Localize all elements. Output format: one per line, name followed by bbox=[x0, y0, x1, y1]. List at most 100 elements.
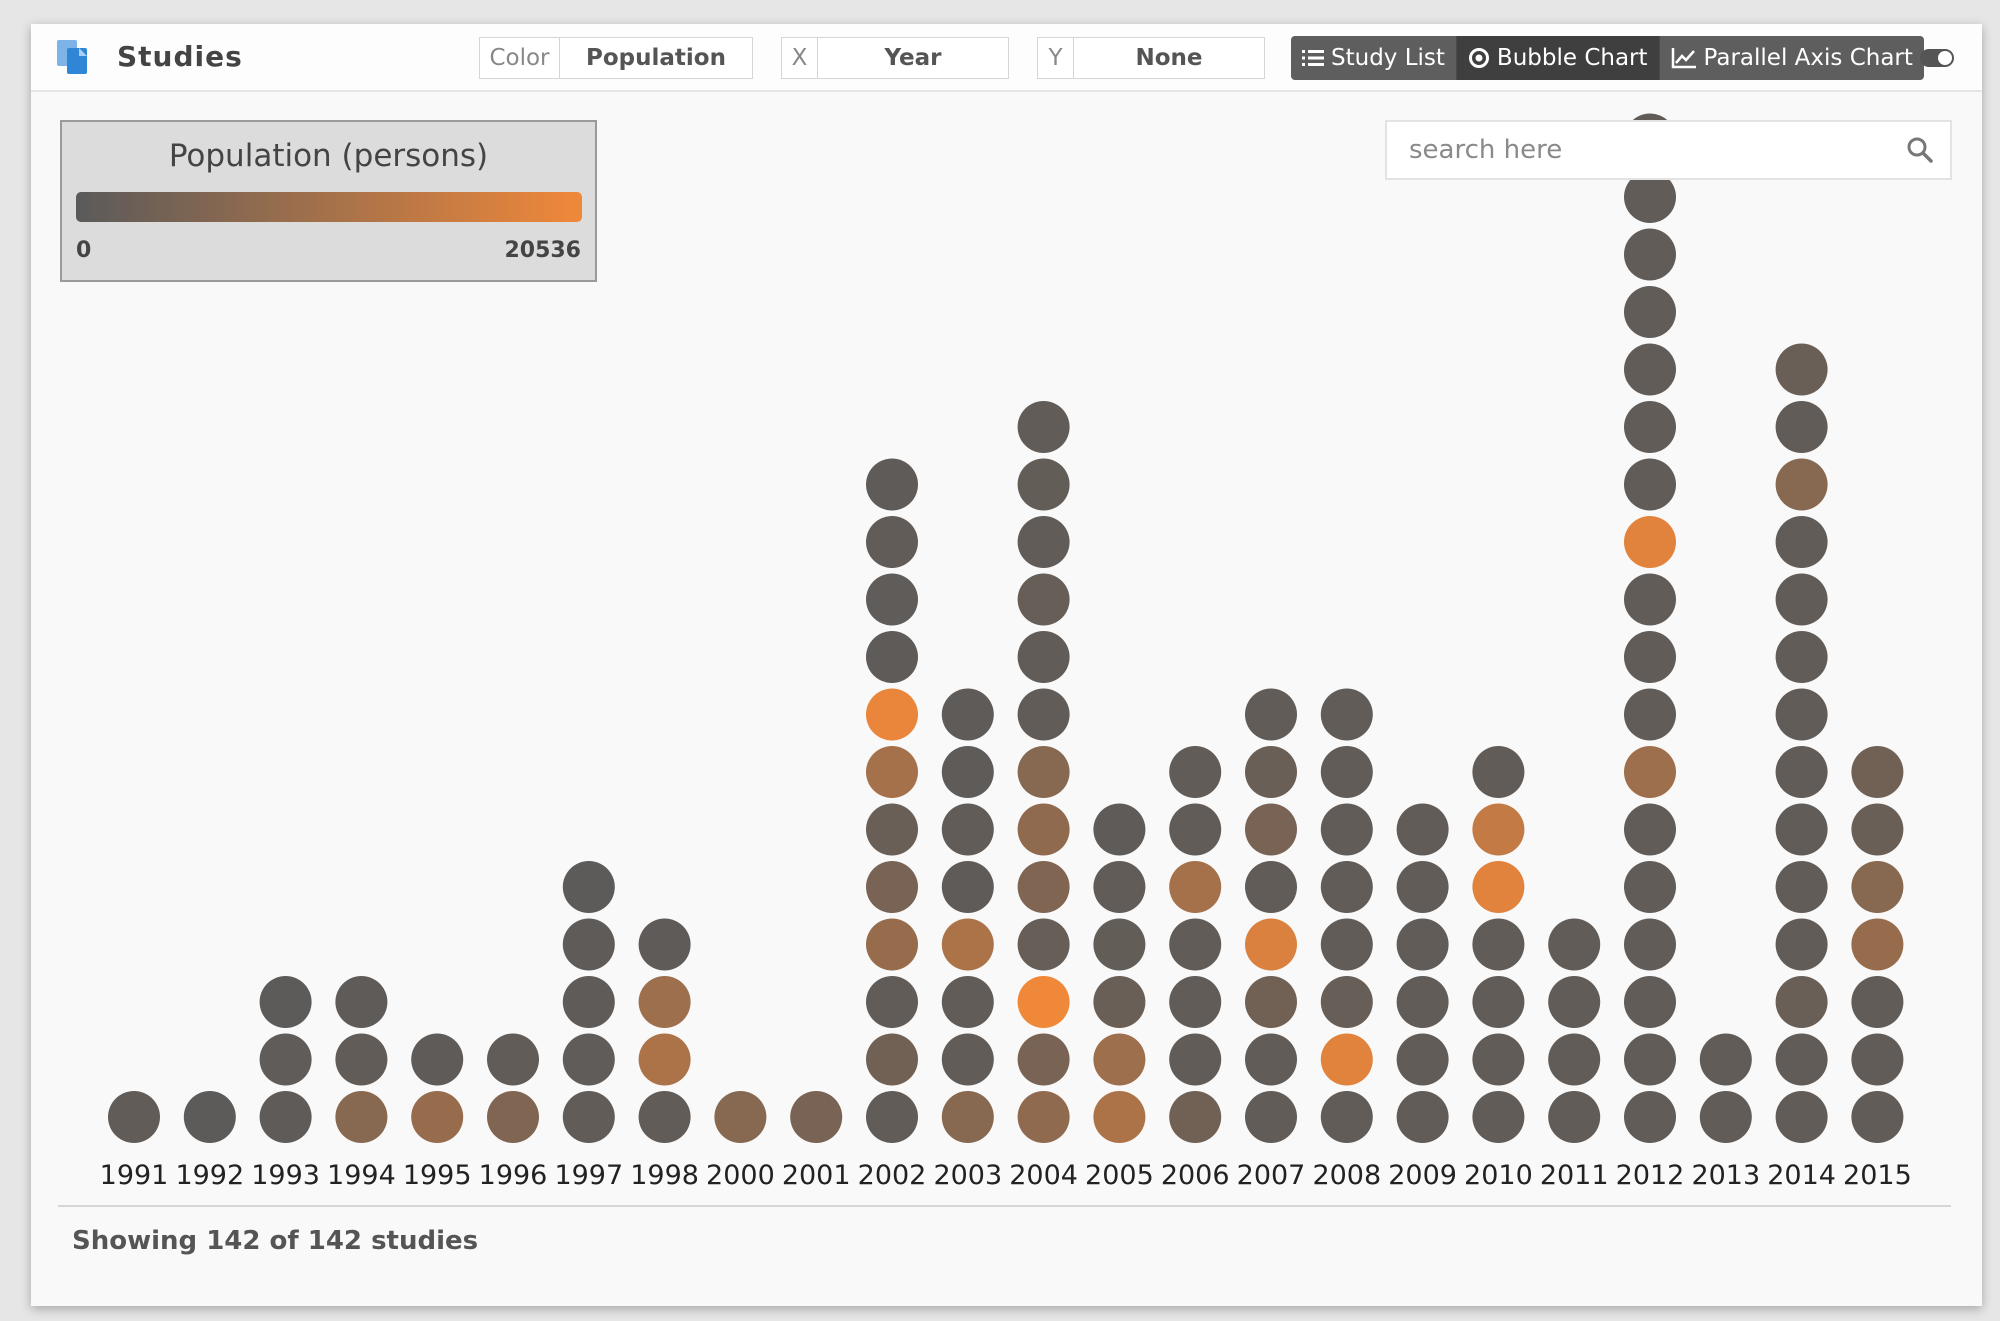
study-bubble[interactable] bbox=[1775, 343, 1828, 396]
study-bubble[interactable] bbox=[866, 1091, 918, 1143]
study-bubble[interactable] bbox=[1624, 918, 1676, 971]
study-bubble[interactable] bbox=[1245, 976, 1297, 1028]
study-bubble[interactable] bbox=[866, 976, 918, 1028]
study-bubble[interactable] bbox=[1472, 746, 1525, 798]
study-bubble[interactable] bbox=[1093, 861, 1146, 913]
study-bubble[interactable] bbox=[1624, 1033, 1676, 1086]
study-bubble[interactable] bbox=[866, 1033, 918, 1086]
study-bubble[interactable] bbox=[790, 1091, 843, 1143]
study-bubble[interactable] bbox=[1548, 976, 1601, 1028]
study-bubble[interactable] bbox=[1245, 1091, 1297, 1143]
study-bubble[interactable] bbox=[1169, 746, 1222, 798]
study-bubble[interactable] bbox=[1396, 918, 1449, 971]
study-bubble[interactable] bbox=[1624, 343, 1676, 396]
study-bubble[interactable] bbox=[1775, 516, 1828, 568]
study-bubble[interactable] bbox=[335, 1033, 388, 1086]
study-bubble[interactable] bbox=[487, 1091, 539, 1143]
study-bubble[interactable] bbox=[259, 976, 312, 1028]
study-bubble[interactable] bbox=[1624, 1091, 1676, 1143]
study-bubble[interactable] bbox=[1775, 1033, 1828, 1086]
study-bubble[interactable] bbox=[1169, 918, 1222, 971]
study-bubble[interactable] bbox=[1245, 688, 1297, 741]
study-bubble[interactable] bbox=[1624, 458, 1676, 511]
study-bubble[interactable] bbox=[1624, 228, 1676, 281]
color-selector[interactable]: Color Population bbox=[479, 37, 753, 79]
study-bubble[interactable] bbox=[1624, 516, 1676, 568]
study-bubble[interactable] bbox=[1245, 746, 1297, 798]
study-bubble[interactable] bbox=[1624, 688, 1676, 741]
study-bubble[interactable] bbox=[1624, 171, 1676, 223]
study-bubble[interactable] bbox=[1017, 688, 1070, 741]
study-bubble[interactable] bbox=[1624, 631, 1676, 683]
study-bubble[interactable] bbox=[1169, 803, 1222, 856]
study-bubble[interactable] bbox=[1472, 1091, 1525, 1143]
study-bubble[interactable] bbox=[866, 516, 918, 568]
study-bubble[interactable] bbox=[1396, 1033, 1449, 1086]
study-bubble[interactable] bbox=[866, 458, 918, 511]
study-bubble[interactable] bbox=[1851, 976, 1904, 1028]
study-bubble[interactable] bbox=[1548, 1033, 1601, 1086]
study-bubble[interactable] bbox=[1851, 1091, 1904, 1143]
study-bubble[interactable] bbox=[866, 688, 918, 741]
study-bubble[interactable] bbox=[1169, 861, 1222, 913]
study-bubble[interactable] bbox=[1320, 803, 1373, 856]
study-bubble[interactable] bbox=[335, 976, 388, 1028]
y-axis-selector[interactable]: Y None bbox=[1037, 37, 1265, 79]
study-bubble[interactable] bbox=[562, 1091, 615, 1143]
study-bubble[interactable] bbox=[866, 861, 918, 913]
study-bubble[interactable] bbox=[562, 861, 615, 913]
study-bubble[interactable] bbox=[1851, 861, 1904, 913]
study-bubble[interactable] bbox=[941, 861, 994, 913]
search-icon[interactable] bbox=[1906, 136, 1934, 164]
study-bubble[interactable] bbox=[1851, 803, 1904, 856]
study-bubble[interactable] bbox=[941, 688, 994, 741]
study-bubble[interactable] bbox=[1017, 573, 1070, 626]
study-bubble[interactable] bbox=[1775, 1091, 1828, 1143]
x-axis-selector[interactable]: X Year bbox=[781, 37, 1009, 79]
study-bubble[interactable] bbox=[638, 918, 691, 971]
study-bubble[interactable] bbox=[866, 803, 918, 856]
study-bubble[interactable] bbox=[1017, 1091, 1070, 1143]
study-list-button[interactable]: Study List bbox=[1291, 36, 1457, 80]
study-bubble[interactable] bbox=[1093, 1091, 1146, 1143]
study-bubble[interactable] bbox=[1017, 458, 1070, 511]
study-bubble[interactable] bbox=[1624, 573, 1676, 626]
study-bubble[interactable] bbox=[1093, 918, 1146, 971]
study-bubble[interactable] bbox=[1320, 746, 1373, 798]
study-bubble[interactable] bbox=[487, 1033, 539, 1086]
study-bubble[interactable] bbox=[1093, 976, 1146, 1028]
study-bubble[interactable] bbox=[1320, 861, 1373, 913]
study-bubble[interactable] bbox=[1548, 918, 1601, 971]
study-bubble[interactable] bbox=[183, 1091, 236, 1143]
study-bubble[interactable] bbox=[1775, 458, 1828, 511]
study-bubble[interactable] bbox=[941, 918, 994, 971]
study-bubble[interactable] bbox=[1775, 401, 1828, 453]
study-bubble[interactable] bbox=[1017, 401, 1070, 453]
study-bubble[interactable] bbox=[1320, 976, 1373, 1028]
study-bubble[interactable] bbox=[335, 1091, 388, 1143]
study-bubble[interactable] bbox=[1775, 688, 1828, 741]
study-bubble[interactable] bbox=[1851, 746, 1904, 798]
study-bubble[interactable] bbox=[1851, 918, 1904, 971]
study-bubble[interactable] bbox=[1245, 861, 1297, 913]
study-bubble[interactable] bbox=[1245, 803, 1297, 856]
study-bubble[interactable] bbox=[941, 746, 994, 798]
study-bubble[interactable] bbox=[1472, 976, 1525, 1028]
study-bubble[interactable] bbox=[638, 1091, 691, 1143]
study-bubble[interactable] bbox=[1775, 746, 1828, 798]
x-axis-selector-value[interactable]: Year bbox=[884, 45, 942, 71]
study-bubble[interactable] bbox=[1624, 803, 1676, 856]
study-bubble[interactable] bbox=[941, 976, 994, 1028]
study-bubble[interactable] bbox=[1320, 1033, 1373, 1086]
study-bubble[interactable] bbox=[411, 1033, 464, 1086]
study-bubble[interactable] bbox=[1017, 803, 1070, 856]
study-bubble[interactable] bbox=[1396, 976, 1449, 1028]
study-bubble[interactable] bbox=[1624, 746, 1676, 798]
study-bubble[interactable] bbox=[1320, 918, 1373, 971]
study-bubble[interactable] bbox=[1699, 1033, 1752, 1086]
bubble-chart-button[interactable]: Bubble Chart bbox=[1456, 36, 1660, 80]
study-bubble[interactable] bbox=[1017, 861, 1070, 913]
study-bubble[interactable] bbox=[1320, 1091, 1373, 1143]
study-bubble[interactable] bbox=[638, 1033, 691, 1086]
study-bubble[interactable] bbox=[108, 1091, 160, 1143]
